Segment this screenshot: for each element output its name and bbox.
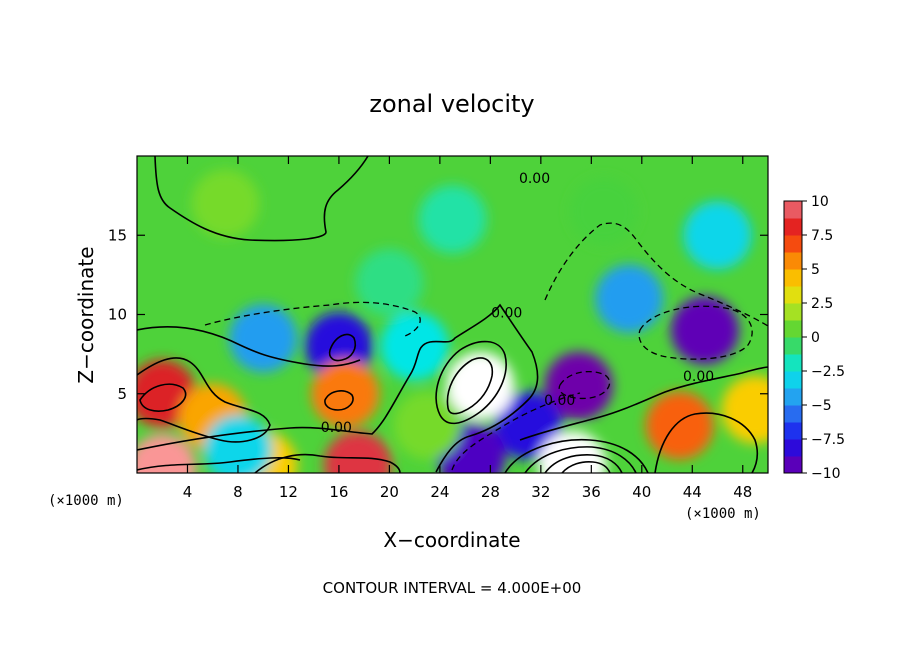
x-tick-label: 12 <box>279 483 298 501</box>
x-tick-label: 36 <box>582 483 601 501</box>
contour-zero-right <box>519 366 768 441</box>
contour-label-0: 0.00 <box>519 171 550 187</box>
plot-area: 0.00 0.00 0.00 0.00 0.00 <box>137 156 768 473</box>
y-tick-label: 10 <box>108 306 127 324</box>
colorbar-band <box>784 252 802 270</box>
x-tick-label: 48 <box>733 483 752 501</box>
contour-hot-bottom-inner1 <box>524 446 637 473</box>
colorbar-band <box>784 337 802 355</box>
contour-cold-small <box>328 333 357 362</box>
x-tick-label: 44 <box>683 483 702 501</box>
field-feature-24 <box>393 391 462 460</box>
colorbar-tick-label: −5 <box>811 398 832 414</box>
contour-hot-right <box>654 412 759 473</box>
x-tick-label: 4 <box>183 483 193 501</box>
field-feature-10 <box>544 351 613 420</box>
colorbar-band <box>784 456 802 474</box>
field-feature-22 <box>721 375 768 444</box>
contour-lobe-mid <box>324 390 354 411</box>
colorbar-tick-label: 5 <box>811 262 820 278</box>
x-tick-label: 32 <box>531 483 550 501</box>
field-feature-6 <box>670 296 739 365</box>
contour-zero-upper <box>154 156 369 242</box>
x-axis-label: X−coordinate <box>383 528 520 552</box>
contour-negative-lower <box>451 392 581 471</box>
field-feature-13 <box>446 351 515 420</box>
colorbar-band <box>784 235 802 253</box>
negative-contours <box>204 222 768 471</box>
x-tick-label: 40 <box>632 483 651 501</box>
contour-zero-left <box>137 326 361 367</box>
x-tick-label: 24 <box>430 483 449 501</box>
field-feature-3 <box>355 248 424 317</box>
contour-negative-right <box>544 222 768 327</box>
contour-hot-center <box>435 340 507 425</box>
field-feature-4 <box>683 201 752 270</box>
contour-hot-bottom-inner2 <box>544 454 623 473</box>
contour-labels: 0.00 0.00 0.00 0.00 0.00 <box>321 171 714 436</box>
field-feature-0 <box>569 177 638 246</box>
x-tick-label: 20 <box>380 483 399 501</box>
colorbar-tick-label: 2.5 <box>811 296 833 312</box>
field-feature-19 <box>323 431 392 473</box>
y-tick-label: 5 <box>117 385 127 403</box>
contour-label-2: 0.00 <box>683 369 714 385</box>
colorbar-band <box>784 303 802 321</box>
colorbar-band <box>784 388 802 406</box>
colorbar-tick-label: −2.5 <box>811 364 845 380</box>
contour-negative-upper <box>204 301 421 337</box>
field-feature-20 <box>137 434 197 473</box>
y-axis-label: Z−coordinate <box>74 246 98 383</box>
colorbar-band <box>784 320 802 338</box>
colorbar-band <box>784 218 802 236</box>
heatmap-field <box>137 169 768 473</box>
field-feature-17 <box>645 391 714 460</box>
contour-label-4: 0.00 <box>321 420 352 436</box>
chart-title: zonal velocity <box>369 90 534 118</box>
colorbar-band <box>784 422 802 440</box>
colorbar-tick-label: 0 <box>811 330 820 346</box>
x-tick-label: 28 <box>481 483 500 501</box>
colorbar-tick-label: −7.5 <box>811 432 845 448</box>
contour-hot-inner <box>446 357 494 415</box>
colorbar-tick-label: −10 <box>811 466 841 482</box>
x-tick-label: 8 <box>233 483 243 501</box>
contour-label-1: 0.00 <box>491 306 522 322</box>
colorbar-band <box>784 439 802 457</box>
field-feature-16 <box>311 359 380 428</box>
contour-lines <box>137 156 768 473</box>
field-feature-11 <box>494 391 563 460</box>
contour-hot-lower-center <box>254 453 401 473</box>
colorbar-band <box>784 405 802 423</box>
colorbar-band <box>784 371 802 389</box>
field-feature-1 <box>191 169 260 238</box>
colorbar-band <box>784 269 802 287</box>
y-tick-label: 15 <box>108 226 127 244</box>
contour-hot-left-inner <box>139 383 187 412</box>
field-feature-9 <box>380 312 449 381</box>
colorbar-band <box>784 286 802 304</box>
contour-negative-vortex2 <box>558 371 611 400</box>
contour-zero-mid <box>137 303 539 473</box>
contour-hot-bottom-inner3 <box>561 461 611 473</box>
x-unit-label-right: (×1000 m) <box>685 506 761 522</box>
colorbar-band <box>784 201 802 219</box>
field-feature-8 <box>229 304 298 373</box>
contour-negative-vortex <box>638 305 753 360</box>
colorbar: 10 7.5 5 2.5 0 −2.5 −5 −7.5 −10 <box>783 194 845 482</box>
colorbar-tick-label: 10 <box>811 194 829 210</box>
x-tick-label: 16 <box>329 483 348 501</box>
colorbar-tick-label: 7.5 <box>811 228 833 244</box>
field-feature-2 <box>418 185 487 254</box>
field-feature-5 <box>595 264 664 333</box>
contour-hot-bottom <box>504 438 649 473</box>
contour-label-3: 0.00 <box>544 393 575 409</box>
x-unit-label: (×1000 m) <box>48 493 124 509</box>
contour-interval-note: CONTOUR INTERVAL = 4.000E+00 <box>323 579 582 597</box>
contour-hot-left <box>137 357 271 443</box>
colorbar-band <box>784 354 802 372</box>
